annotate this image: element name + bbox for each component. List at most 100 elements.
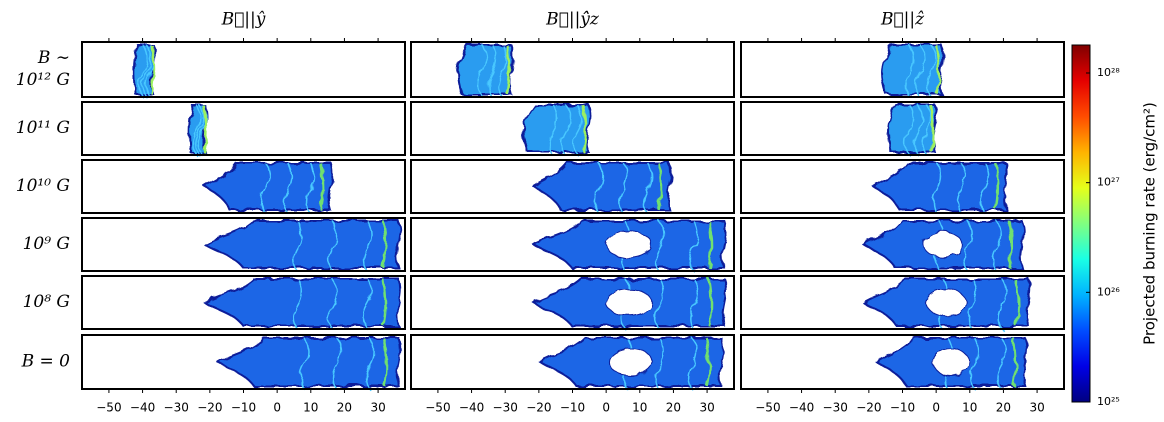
x-tick-label: 0 — [932, 401, 940, 415]
flame-filament — [141, 44, 152, 98]
flame-filament — [926, 44, 937, 98]
flame-filament — [996, 337, 1007, 390]
flame-front — [994, 162, 1000, 211]
flame-filament — [969, 337, 980, 390]
flame-body — [202, 220, 402, 269]
flame-filament — [194, 104, 204, 156]
flame-filament — [293, 220, 303, 272]
flame-filament — [138, 44, 148, 98]
flame-front — [202, 104, 208, 153]
flame — [188, 104, 208, 156]
panel-frame — [81, 41, 406, 98]
panel-frame — [81, 101, 406, 156]
flame-filament — [548, 104, 559, 156]
flame-filament — [332, 337, 342, 390]
flame-filament — [260, 162, 270, 214]
panel-frame — [81, 275, 406, 330]
flame-front — [1012, 337, 1018, 387]
flame-filament — [305, 162, 316, 214]
flame — [861, 278, 1032, 330]
flame-filament — [991, 220, 1002, 272]
flame-front — [319, 162, 325, 211]
flame-filament — [487, 44, 498, 98]
flame-filament — [997, 278, 1007, 330]
colorbar-tick-label: 10²⁶ — [1097, 285, 1120, 298]
flame-body — [531, 162, 673, 211]
flame-filament — [963, 220, 973, 272]
flame-filament — [477, 44, 488, 98]
x-tick-label: −50 — [96, 401, 121, 415]
flame-body — [871, 162, 1009, 211]
x-tick-label: −10 — [231, 401, 256, 415]
x-tick-label: 10 — [632, 401, 647, 415]
flame-filament — [283, 162, 293, 214]
flame-front — [929, 104, 935, 153]
flame — [531, 278, 727, 330]
row-label: 10¹⁰ G — [16, 176, 70, 196]
panel-frame — [740, 217, 1065, 272]
flame-filament — [594, 162, 604, 214]
flame-filament — [497, 44, 508, 98]
flame-front — [382, 337, 388, 387]
flame-front — [1008, 220, 1014, 269]
x-tick-label: 10 — [303, 401, 318, 415]
x-tick-label: −30 — [164, 401, 189, 415]
colorbar-tick-label: 10²⁸ — [1097, 66, 1120, 79]
flame-front — [505, 44, 511, 95]
flame-filament — [364, 337, 375, 390]
flame-front — [705, 337, 711, 387]
flame-filament — [654, 220, 665, 272]
x-tick-label: 0 — [273, 401, 281, 415]
flame-filament — [642, 162, 653, 214]
column-title: B⃗||ŷ — [221, 10, 266, 30]
panel-frame — [410, 275, 735, 330]
panel-frame — [81, 159, 406, 214]
x-tick-label: 20 — [996, 401, 1011, 415]
flame-filament — [191, 104, 202, 156]
colorbar — [1071, 44, 1091, 403]
flame-front — [581, 104, 587, 153]
x-tick-label: −10 — [890, 401, 915, 415]
flame-filament — [979, 162, 990, 214]
flame-body — [202, 162, 334, 211]
flame-filament — [573, 104, 583, 156]
flame-body — [202, 278, 402, 327]
flame-filament — [956, 162, 966, 214]
x-tick-label: −40 — [130, 401, 155, 415]
x-tick-label: −20 — [856, 401, 881, 415]
row-label: 10⁹ G — [23, 234, 70, 254]
flame — [871, 162, 1009, 214]
row-label: B = 0 — [21, 352, 71, 372]
flame — [887, 104, 938, 156]
colorbar-label: Projected burning rate (erg/cm²) — [1141, 102, 1159, 345]
flame-filament — [922, 104, 932, 156]
column-title: B⃗||ŷ̂z — [545, 10, 600, 30]
flame — [202, 220, 402, 272]
flame — [881, 44, 944, 98]
flame — [531, 220, 727, 272]
flame-filament — [915, 44, 926, 98]
flame-hole — [932, 348, 970, 376]
flame-filament — [687, 337, 697, 390]
flame-filament — [689, 278, 699, 330]
flame-filament — [904, 104, 915, 156]
panel-frame — [740, 159, 1065, 214]
flame-filament — [689, 220, 699, 272]
x-tick-label: −50 — [755, 401, 780, 415]
flame — [457, 44, 514, 98]
flame-hole — [608, 348, 653, 376]
flame — [538, 337, 724, 390]
flame-filament — [362, 278, 373, 330]
panel-frame — [410, 217, 735, 272]
flame — [133, 44, 156, 98]
x-tick-label: −30 — [493, 401, 518, 415]
flame-front — [381, 220, 387, 269]
panel-frame — [410, 101, 735, 156]
flame-hole — [923, 230, 963, 259]
x-tick-label: 20 — [666, 401, 681, 415]
row-label: 10⁸ G — [23, 292, 70, 312]
flame — [215, 337, 402, 390]
flame — [531, 162, 673, 214]
x-tick-label: 30 — [699, 401, 714, 415]
